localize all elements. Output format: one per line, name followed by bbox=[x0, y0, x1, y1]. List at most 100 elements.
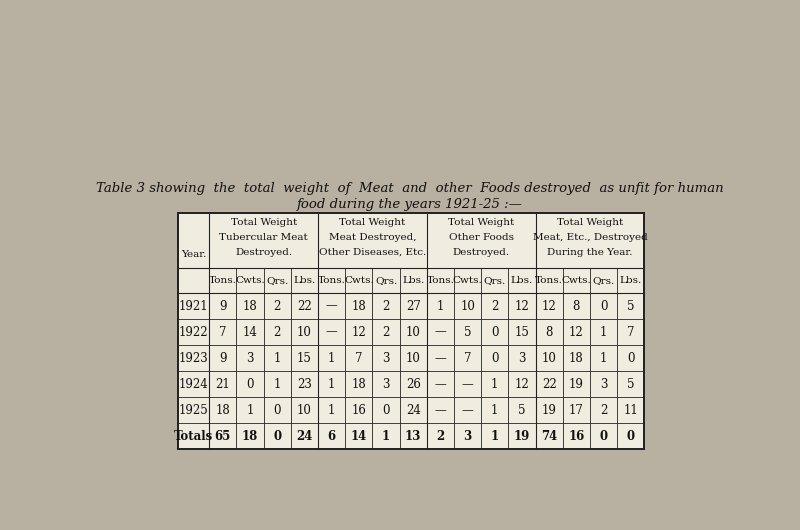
Text: 1: 1 bbox=[246, 404, 254, 417]
Text: Qrs.: Qrs. bbox=[484, 276, 506, 285]
Text: 0: 0 bbox=[491, 351, 498, 365]
Text: 1923: 1923 bbox=[178, 351, 208, 365]
Text: 14: 14 bbox=[242, 325, 258, 339]
Text: food during the years 1921-25 :—: food during the years 1921-25 :— bbox=[297, 198, 523, 211]
Text: 26: 26 bbox=[406, 378, 421, 391]
Text: 0: 0 bbox=[626, 430, 635, 443]
Text: 7: 7 bbox=[464, 351, 471, 365]
Text: 0: 0 bbox=[627, 351, 634, 365]
Text: 2: 2 bbox=[382, 299, 390, 313]
Text: 2: 2 bbox=[491, 299, 498, 313]
Text: 5: 5 bbox=[627, 378, 634, 391]
Text: 0: 0 bbox=[274, 404, 281, 417]
Text: 2: 2 bbox=[436, 430, 445, 443]
Text: 1925: 1925 bbox=[178, 404, 208, 417]
Text: Table 3 showing  the  total  weight  of  Meat  and  other  Foods destroyed  as u: Table 3 showing the total weight of Meat… bbox=[96, 182, 724, 195]
Text: —: — bbox=[434, 378, 446, 391]
Text: 5: 5 bbox=[627, 299, 634, 313]
Text: Lbs.: Lbs. bbox=[402, 276, 424, 285]
Text: 22: 22 bbox=[542, 378, 557, 391]
Text: 18: 18 bbox=[351, 299, 366, 313]
Text: 1: 1 bbox=[328, 351, 335, 365]
Text: Total Weight: Total Weight bbox=[230, 218, 297, 227]
Text: —: — bbox=[434, 325, 446, 339]
Text: 1: 1 bbox=[600, 325, 607, 339]
Text: Year.: Year. bbox=[181, 250, 206, 259]
Text: 1: 1 bbox=[437, 299, 444, 313]
Text: 24: 24 bbox=[406, 404, 421, 417]
Text: Other Diseases, Etc.: Other Diseases, Etc. bbox=[318, 248, 426, 257]
Text: —: — bbox=[434, 404, 446, 417]
Text: 7: 7 bbox=[219, 325, 226, 339]
Text: 2: 2 bbox=[600, 404, 607, 417]
Text: 6: 6 bbox=[327, 430, 336, 443]
Text: 19: 19 bbox=[514, 430, 530, 443]
Text: 1: 1 bbox=[328, 378, 335, 391]
Text: 12: 12 bbox=[514, 299, 530, 313]
Text: 0: 0 bbox=[273, 430, 282, 443]
Text: 1: 1 bbox=[328, 404, 335, 417]
Text: 10: 10 bbox=[460, 299, 475, 313]
Text: 18: 18 bbox=[242, 430, 258, 443]
Text: 3: 3 bbox=[382, 378, 390, 391]
Text: Other Foods: Other Foods bbox=[449, 233, 514, 242]
Text: Cwts.: Cwts. bbox=[344, 276, 374, 285]
Text: Cwts.: Cwts. bbox=[562, 276, 591, 285]
Text: Cwts.: Cwts. bbox=[453, 276, 482, 285]
Text: 27: 27 bbox=[406, 299, 421, 313]
Text: 13: 13 bbox=[405, 430, 422, 443]
Text: 1: 1 bbox=[490, 430, 499, 443]
Text: 1: 1 bbox=[491, 404, 498, 417]
Text: 0: 0 bbox=[246, 378, 254, 391]
Text: 18: 18 bbox=[242, 299, 258, 313]
Text: 1921: 1921 bbox=[178, 299, 208, 313]
Text: 1922: 1922 bbox=[178, 325, 208, 339]
Text: Total Weight: Total Weight bbox=[339, 218, 406, 227]
Text: Destroyed.: Destroyed. bbox=[235, 248, 292, 257]
Text: 12: 12 bbox=[569, 325, 584, 339]
Text: 10: 10 bbox=[406, 325, 421, 339]
Text: 9: 9 bbox=[219, 351, 226, 365]
Text: 10: 10 bbox=[542, 351, 557, 365]
Text: 10: 10 bbox=[406, 351, 421, 365]
Text: Qrs.: Qrs. bbox=[593, 276, 614, 285]
Text: 1: 1 bbox=[600, 351, 607, 365]
Text: 3: 3 bbox=[518, 351, 526, 365]
Text: 16: 16 bbox=[568, 430, 585, 443]
Text: 2: 2 bbox=[274, 325, 281, 339]
Text: Tons.: Tons. bbox=[209, 276, 237, 285]
Text: Tons.: Tons. bbox=[318, 276, 346, 285]
Text: Total Weight: Total Weight bbox=[448, 218, 514, 227]
Text: 1924: 1924 bbox=[178, 378, 208, 391]
Text: 18: 18 bbox=[569, 351, 584, 365]
Text: 0: 0 bbox=[491, 325, 498, 339]
Text: 14: 14 bbox=[350, 430, 367, 443]
Text: Cwts.: Cwts. bbox=[235, 276, 265, 285]
Text: 7: 7 bbox=[627, 325, 634, 339]
Text: 18: 18 bbox=[215, 404, 230, 417]
Text: 12: 12 bbox=[351, 325, 366, 339]
Text: 15: 15 bbox=[514, 325, 530, 339]
Text: Tubercular Meat: Tubercular Meat bbox=[219, 233, 308, 242]
Text: Tons.: Tons. bbox=[535, 276, 563, 285]
Text: 2: 2 bbox=[274, 299, 281, 313]
Text: 16: 16 bbox=[351, 404, 366, 417]
Text: 11: 11 bbox=[623, 404, 638, 417]
Text: —: — bbox=[326, 325, 338, 339]
Text: 8: 8 bbox=[546, 325, 553, 339]
Text: 12: 12 bbox=[542, 299, 557, 313]
Text: 0: 0 bbox=[382, 404, 390, 417]
Text: 18: 18 bbox=[351, 378, 366, 391]
Text: 8: 8 bbox=[573, 299, 580, 313]
Text: 5: 5 bbox=[518, 404, 526, 417]
Text: Tons.: Tons. bbox=[426, 276, 454, 285]
Text: 3: 3 bbox=[246, 351, 254, 365]
Text: 3: 3 bbox=[600, 378, 607, 391]
Text: 21: 21 bbox=[215, 378, 230, 391]
Text: 19: 19 bbox=[569, 378, 584, 391]
Text: 3: 3 bbox=[463, 430, 472, 443]
Text: 23: 23 bbox=[297, 378, 312, 391]
Text: Qrs.: Qrs. bbox=[266, 276, 288, 285]
Text: —: — bbox=[462, 404, 474, 417]
Text: 15: 15 bbox=[297, 351, 312, 365]
